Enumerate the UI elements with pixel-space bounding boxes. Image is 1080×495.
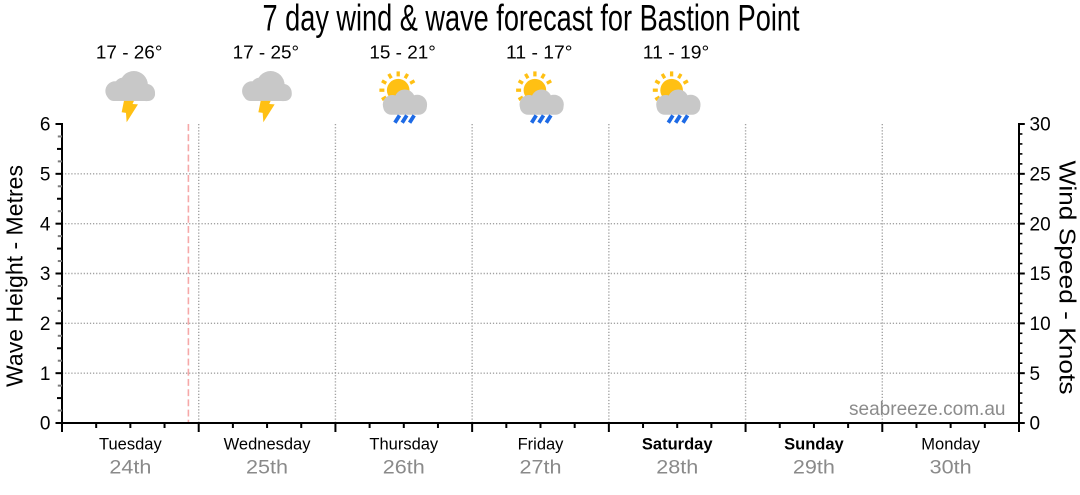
svg-text:25th: 25th [246, 458, 288, 479]
svg-text:Wave Height - Metres: Wave Height - Metres [1, 165, 27, 387]
svg-text:29th: 29th [793, 458, 835, 479]
svg-text:17 - 26°: 17 - 26° [96, 43, 163, 63]
svg-text:28th: 28th [656, 458, 698, 479]
svg-text:30: 30 [1030, 115, 1051, 136]
svg-text:seabreeze.com.au: seabreeze.com.au [849, 398, 1006, 420]
svg-text:Saturday: Saturday [642, 436, 713, 454]
svg-text:5: 5 [1030, 364, 1041, 385]
svg-text:3: 3 [40, 264, 51, 285]
svg-text:26th: 26th [383, 458, 425, 479]
svg-text:Wind Speed - Knots: Wind Speed - Knots [1055, 161, 1080, 395]
svg-text:2: 2 [40, 314, 51, 335]
svg-text:Wednesday: Wednesday [224, 436, 312, 454]
svg-text:17 - 25°: 17 - 25° [233, 43, 300, 63]
svg-text:15: 15 [1030, 264, 1051, 285]
svg-text:7 day wind & wave forecast for: 7 day wind & wave forecast for Bastion P… [263, 0, 801, 39]
svg-text:11 - 19°: 11 - 19° [643, 43, 710, 63]
svg-text:0: 0 [40, 414, 51, 435]
svg-text:4: 4 [40, 214, 51, 235]
svg-text:Sunday: Sunday [784, 436, 844, 454]
svg-text:10: 10 [1030, 314, 1051, 335]
svg-text:11 - 17°: 11 - 17° [506, 43, 573, 63]
svg-text:24th: 24th [109, 458, 151, 479]
svg-text:1: 1 [40, 364, 51, 385]
svg-text:30th: 30th [930, 458, 972, 479]
svg-text:5: 5 [40, 165, 51, 186]
svg-text:Tuesday: Tuesday [99, 436, 162, 454]
svg-text:0: 0 [1030, 414, 1041, 435]
svg-text:15 - 21°: 15 - 21° [369, 43, 436, 63]
svg-text:6: 6 [40, 115, 51, 136]
svg-text:Monday: Monday [921, 436, 980, 454]
svg-text:25: 25 [1030, 165, 1051, 186]
svg-text:Thursday: Thursday [369, 436, 439, 454]
svg-text:20: 20 [1030, 214, 1051, 235]
svg-text:Friday: Friday [518, 436, 565, 454]
svg-text:27th: 27th [520, 458, 562, 479]
